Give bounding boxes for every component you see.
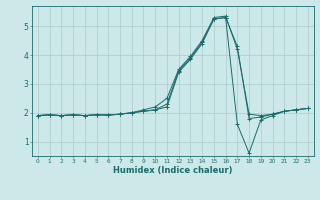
X-axis label: Humidex (Indice chaleur): Humidex (Indice chaleur) <box>113 166 233 175</box>
